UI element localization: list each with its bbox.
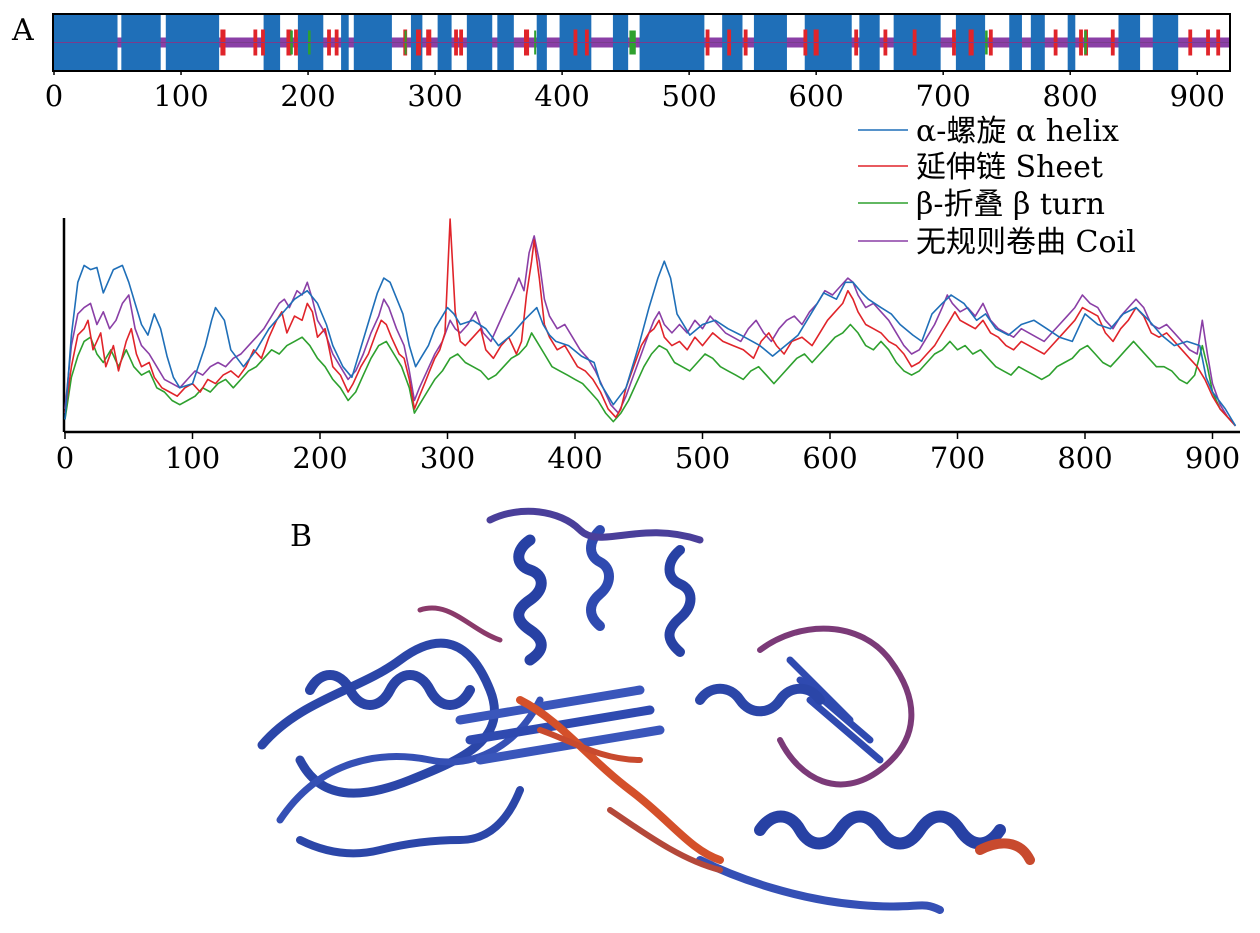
plot-tick-label-900: 900 (1185, 441, 1240, 475)
legend-label-sheet: 延伸链 Sheet (916, 150, 1103, 185)
legend-label-coil: 无规则卷曲 Coil (916, 225, 1136, 260)
track-tick-label-800: 800 (1043, 79, 1098, 113)
plot-x-ticks: 0 100 200 300 400 500 600 700 800 900 (56, 432, 1240, 475)
track-tick-label-300: 300 (407, 79, 462, 113)
series-line-sheet (64, 218, 1237, 427)
panel-label-a: A (11, 13, 34, 48)
legend-label-helix: α-螺旋 α helix (916, 114, 1119, 149)
ribbon-helix-top-2 (586, 525, 614, 631)
ribbon-loop-bottom (607, 807, 723, 873)
legend: α-螺旋 α helix 延伸链 Sheet β-折叠 β turn 无规则卷曲… (858, 114, 1136, 260)
track-marks (54, 15, 1229, 70)
ribbon-helix-top-3 (664, 545, 696, 657)
secondary-structure-track: 0 100 200 300 400 500 600 700 800 900 (45, 13, 1231, 113)
plot-tick-label-800: 800 (1057, 441, 1112, 475)
panel-label-b: B (290, 519, 312, 554)
ribbon-loop-orange-1 (516, 696, 724, 864)
plot-tick-label-300: 300 (420, 441, 475, 475)
track-tick-label-200: 200 (280, 79, 335, 113)
track-tick-label-600: 600 (788, 79, 843, 113)
series-line-coil (64, 235, 1237, 427)
series-line-turn (64, 323, 1237, 427)
ribbon-loop-orange-2 (537, 727, 643, 763)
plot-tick-label-0: 0 (56, 441, 74, 475)
track-tick-label-700: 700 (916, 79, 971, 113)
track-tick-label-0: 0 (45, 79, 63, 113)
track-tick-label-900: 900 (1170, 79, 1225, 113)
ribbon-sheet-right (786, 656, 884, 764)
plot-tick-label-400: 400 (547, 441, 602, 475)
plot-tick-label-600: 600 (802, 441, 857, 475)
ribbon-sheet-1 (455, 685, 645, 725)
plot-tick-label-700: 700 (930, 441, 985, 475)
plot-tick-label-100: 100 (165, 441, 220, 475)
ribbon-loop-left (417, 605, 503, 643)
ribbon-loop-right (757, 625, 915, 788)
plot-tick-label-500: 500 (675, 441, 730, 475)
track-tick-label-100: 100 (153, 79, 208, 113)
series-lines (64, 218, 1237, 427)
legend-label-turn: β-折叠 β turn (916, 187, 1105, 222)
ribbon-helix-long (754, 810, 1006, 850)
ribbon-strand-left-3 (296, 786, 524, 858)
ribbon-helix-right (695, 683, 825, 717)
ribbon-helix-left (305, 670, 475, 710)
series-line-helix (64, 260, 1237, 427)
ribbon-helix-end (975, 838, 1035, 865)
track-tick-label-400: 400 (534, 79, 589, 113)
ribbon-loop-top (486, 507, 704, 544)
ribbon-helix-top-1 (513, 534, 547, 666)
track-x-axis: 0 100 200 300 400 500 600 700 800 900 (45, 70, 1225, 113)
propensity-line-plot: 0 100 200 300 400 500 600 700 800 900 (56, 218, 1240, 475)
protein-3d-ribbon-model (257, 507, 1035, 914)
track-tick-label-500: 500 (661, 79, 716, 113)
plot-tick-label-200: 200 (292, 441, 347, 475)
ribbon-strand-bottom (696, 856, 944, 914)
